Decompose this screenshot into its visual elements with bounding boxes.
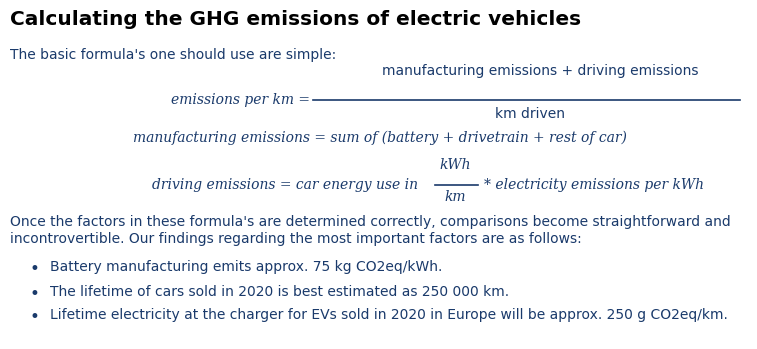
Text: •: • xyxy=(30,285,40,303)
Text: driving emissions = car energy use in: driving emissions = car energy use in xyxy=(152,178,418,192)
Text: Battery manufacturing emits approx. 75 kg CO2eq/kWh.: Battery manufacturing emits approx. 75 k… xyxy=(50,260,442,274)
Text: emissions per km =: emissions per km = xyxy=(171,93,310,107)
Text: manufacturing emissions = sum of (battery + drivetrain + rest of car): manufacturing emissions = sum of (batter… xyxy=(133,131,627,145)
Text: kWh: kWh xyxy=(439,158,471,172)
Text: incontrovertible. Our findings regarding the most important factors are as follo: incontrovertible. Our findings regarding… xyxy=(10,232,581,246)
Text: •: • xyxy=(30,260,40,278)
Text: Lifetime electricity at the charger for EVs sold in 2020 in Europe will be appro: Lifetime electricity at the charger for … xyxy=(50,308,728,322)
Text: The basic formula's one should use are simple:: The basic formula's one should use are s… xyxy=(10,48,336,62)
Text: km driven: km driven xyxy=(495,107,565,121)
Text: •: • xyxy=(30,308,40,326)
Text: The lifetime of cars sold in 2020 is best estimated as 250 000 km.: The lifetime of cars sold in 2020 is bes… xyxy=(50,285,509,299)
Text: Calculating the GHG emissions of electric vehicles: Calculating the GHG emissions of electri… xyxy=(10,10,581,29)
Text: km: km xyxy=(444,190,466,204)
Text: manufacturing emissions + driving emissions: manufacturing emissions + driving emissi… xyxy=(382,64,698,78)
Text: Once the factors in these formula's are determined correctly, comparisons become: Once the factors in these formula's are … xyxy=(10,215,731,229)
Text: * electricity emissions per kWh: * electricity emissions per kWh xyxy=(484,178,704,192)
